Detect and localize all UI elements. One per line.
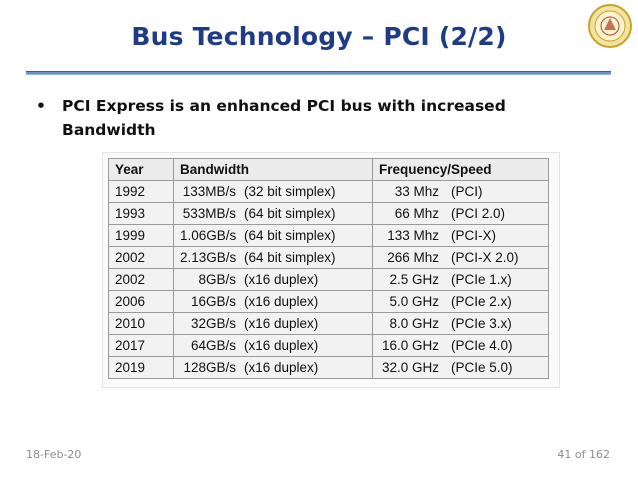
bandwidth-mode: (x16 duplex): [244, 272, 319, 287]
cell-year: 2019: [108, 356, 174, 379]
frequency-value: 32.0 GHz: [381, 360, 439, 375]
bandwidth-mode: (x16 duplex): [244, 338, 319, 353]
frequency-value: 133 Mhz: [387, 228, 439, 243]
bandwidth-mode: (x16 duplex): [244, 294, 319, 309]
table-row: 2010 32GB/s (x16 duplex) 8.0 GHz (PCIe 3.x): [108, 312, 549, 335]
frequency-value: 16.0 GHz: [381, 338, 439, 353]
footer-date: 18-Feb-20: [26, 448, 82, 461]
cell-frequency: 5.0 GHz (PCIe 2.x): [372, 290, 549, 313]
table-header-row: Year Bandwidth Frequency/Speed: [108, 158, 549, 181]
table-row: 2002 8GB/s (x16 duplex) 2.5 GHz (PCIe 1.x): [108, 268, 549, 291]
bandwidth-value: 64GB/s: [190, 338, 236, 353]
bus-standard: (PCIe 1.x): [451, 272, 512, 287]
bandwidth-value: 8GB/s: [198, 272, 236, 287]
bandwidth-value: 133MB/s: [182, 184, 236, 199]
cell-frequency: 266 Mhz (PCI-X 2.0): [372, 246, 549, 269]
bus-standard: (PCIe 3.x): [451, 316, 512, 331]
cell-frequency: 133 Mhz (PCI-X): [372, 224, 549, 247]
bandwidth-value: 128GB/s: [183, 360, 236, 375]
cell-year: 1992: [108, 180, 174, 203]
title-underline: [26, 71, 611, 75]
table-row: 2019 128GB/s (x16 duplex) 32.0 GHz (PCIe 5.0…: [108, 356, 549, 379]
cell-bandwidth: 16GB/s (x16 duplex): [173, 290, 373, 313]
bullet-marker: •: [36, 97, 46, 115]
table-row: 1999 1.06GB/s (64 bit simplex) 133 Mhz (PCI-…: [108, 224, 549, 247]
cell-bandwidth: 533MB/s (64 bit simplex): [173, 202, 373, 225]
frequency-value: 66 Mhz: [394, 206, 439, 221]
frequency-value: 2.5 GHz: [389, 272, 439, 287]
cell-year: 2017: [108, 334, 174, 357]
cell-year: 1993: [108, 202, 174, 225]
bandwidth-mode: (32 bit simplex): [244, 184, 336, 199]
bandwidth-value: 1.06GB/s: [180, 228, 237, 243]
bus-standard: (PCI-X 2.0): [451, 250, 519, 265]
header-bandwidth: Bandwidth: [173, 158, 373, 181]
cell-bandwidth: 64GB/s (x16 duplex): [173, 334, 373, 357]
cell-frequency: 32.0 GHz (PCIe 5.0): [372, 356, 549, 379]
pci-bandwidth-table: Year Bandwidth Frequency/Speed 1992 133MB…: [108, 158, 549, 379]
cell-year: 1999: [108, 224, 174, 247]
bus-standard: (PCIe 5.0): [451, 360, 513, 375]
cell-frequency: 16.0 GHz (PCIe 4.0): [372, 334, 549, 357]
table-row: 2006 16GB/s (x16 duplex) 5.0 GHz (PCIe 2.x): [108, 290, 549, 313]
header-year: Year: [108, 158, 174, 181]
table-row: 1993 533MB/s (64 bit simplex) 66 Mhz (PCI 2.…: [108, 202, 549, 225]
bullet-text: PCI Express is an enhanced PCI bus with …: [62, 97, 506, 139]
bus-standard: (PCI-X): [451, 228, 496, 243]
cell-bandwidth: 2.13GB/s (64 bit simplex): [173, 246, 373, 269]
cell-bandwidth: 1.06GB/s (64 bit simplex): [173, 224, 373, 247]
cell-frequency: 66 Mhz (PCI 2.0): [372, 202, 549, 225]
header-frequency: Frequency/Speed: [372, 158, 549, 181]
bandwidth-value: 32GB/s: [190, 316, 236, 331]
cell-bandwidth: 128GB/s (x16 duplex): [173, 356, 373, 379]
cell-frequency: 2.5 GHz (PCIe 1.x): [372, 268, 549, 291]
table-row: 2017 64GB/s (x16 duplex) 16.0 GHz (PCIe 4.0): [108, 334, 549, 357]
frequency-value: 266 Mhz: [387, 250, 439, 265]
bandwidth-value: 2.13GB/s: [180, 250, 237, 265]
cell-frequency: 33 Mhz (PCI): [372, 180, 549, 203]
bus-standard: (PCI 2.0): [451, 206, 506, 221]
frequency-value: 33 Mhz: [394, 184, 439, 199]
cell-bandwidth: 32GB/s (x16 duplex): [173, 312, 373, 335]
bus-standard: (PCIe 4.0): [451, 338, 513, 353]
frequency-value: 8.0 GHz: [389, 316, 439, 331]
bus-standard: (PCIe 2.x): [451, 294, 512, 309]
cell-year: 2002: [108, 268, 174, 291]
cell-frequency: 8.0 GHz (PCIe 3.x): [372, 312, 549, 335]
bandwidth-mode: (64 bit simplex): [244, 228, 336, 243]
bandwidth-value: 533MB/s: [182, 206, 236, 221]
bus-standard: (PCI): [451, 184, 483, 199]
cell-bandwidth: 133MB/s (32 bit simplex): [173, 180, 373, 203]
cell-year: 2006: [108, 290, 174, 313]
cell-year: 2002: [108, 246, 174, 269]
cell-bandwidth: 8GB/s (x16 duplex): [173, 268, 373, 291]
bandwidth-mode: (64 bit simplex): [244, 250, 336, 265]
frequency-value: 5.0 GHz: [389, 294, 439, 309]
table-body: 1992 133MB/s (32 bit simplex) 33 Mhz (PCI) 19…: [108, 180, 549, 379]
bandwidth-mode: (64 bit simplex): [244, 206, 336, 221]
page-number: 41 of 162: [557, 448, 610, 461]
bandwidth-value: 16GB/s: [190, 294, 236, 309]
university-seal-icon: [588, 4, 632, 48]
cell-year: 2010: [108, 312, 174, 335]
slide-title: Bus Technology – PCI (2/2): [131, 22, 507, 51]
table-row: 2002 2.13GB/s (64 bit simplex) 266 Mhz (PCI-…: [108, 246, 549, 269]
bandwidth-mode: (x16 duplex): [244, 316, 319, 331]
bandwidth-mode: (x16 duplex): [244, 360, 319, 375]
table-row: 1992 133MB/s (32 bit simplex) 33 Mhz (PCI): [108, 180, 549, 203]
